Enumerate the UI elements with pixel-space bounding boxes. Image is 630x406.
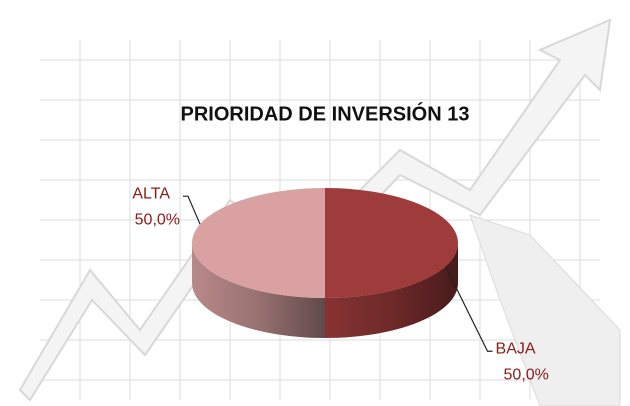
chart: PRIORIDAD DE INVERSIÓN 13 BAJA 50,0% ALTA 5… xyxy=(0,0,630,406)
data-label-value: 50,0% xyxy=(135,211,180,228)
data-label-value: 50,0% xyxy=(504,366,549,383)
chart-title: PRIORIDAD DE INVERSIÓN 13 xyxy=(181,101,470,125)
data-label-category: BAJA xyxy=(496,340,536,357)
data-label-category: ALTA xyxy=(132,185,170,202)
